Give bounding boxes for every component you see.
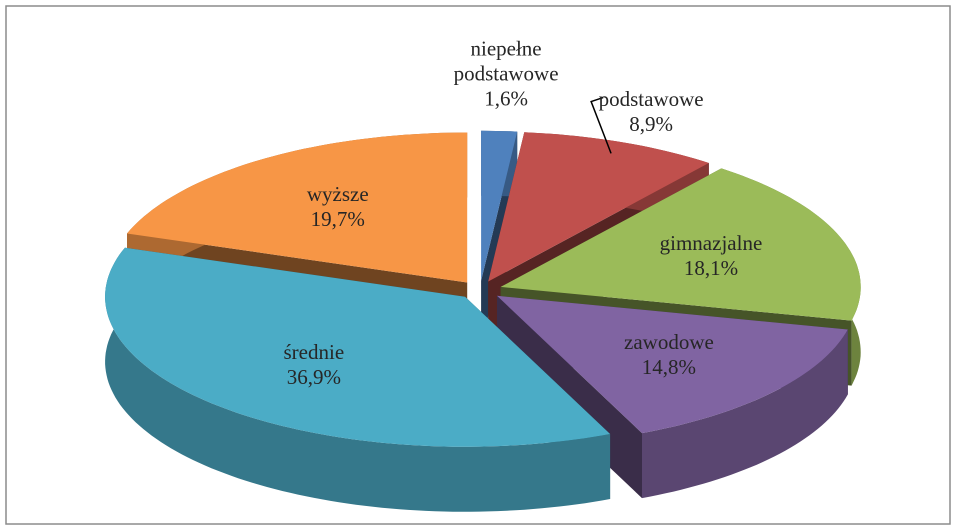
slice — [127, 132, 468, 283]
value-label: 8,9% — [629, 111, 673, 136]
value-label: 36,9% — [286, 365, 341, 390]
data-label: gimnazjalne 18,1% — [641, 231, 781, 281]
data-label: wyższe 19,7% — [268, 182, 408, 232]
category-label: zawodowe — [624, 330, 714, 355]
value-label: 1,6% — [484, 86, 528, 111]
slice — [497, 295, 848, 434]
slice-group — [105, 247, 611, 512]
leader-line — [590, 96, 612, 154]
slice — [105, 247, 611, 447]
category-label: podstawowe — [598, 86, 704, 111]
slice-side — [642, 329, 848, 499]
category-label: wyższe — [306, 181, 369, 206]
category-label: średnie — [283, 340, 345, 365]
slice — [488, 132, 709, 282]
value-label: 19,7% — [310, 206, 365, 231]
value-label: 14,8% — [641, 355, 697, 380]
data-label: średnie 36,9% — [244, 340, 384, 390]
data-label: niepełne podstawowe 1,6% — [436, 37, 576, 112]
slice-side — [105, 247, 611, 512]
category-label: gimnazjalne — [659, 230, 763, 255]
data-label: zawodowe 14,8% — [599, 330, 739, 380]
category-label: niepełne podstawowe — [453, 36, 559, 86]
value-label: 18,1% — [683, 255, 739, 280]
data-label: podstawowe 8,9% — [581, 87, 721, 137]
slice — [500, 168, 861, 321]
slice — [481, 130, 518, 281]
